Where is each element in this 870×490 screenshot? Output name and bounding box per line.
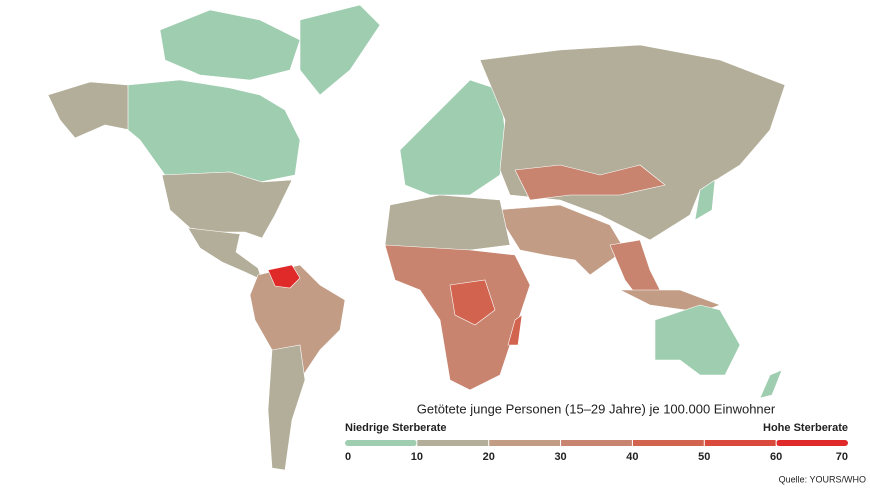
- canada: [127, 79, 301, 183]
- legend-segment: [704, 440, 777, 446]
- africa-central: [384, 244, 531, 391]
- legend-tick-label: 50: [698, 451, 710, 463]
- greenland: [299, 4, 381, 96]
- legend: Getötete junge Personen (15–29 Jahre) je…: [345, 401, 848, 463]
- legend-tick-label: 60: [770, 451, 782, 463]
- source: Quelle: YOURS/WHO: [779, 474, 866, 484]
- southern-cone: [267, 344, 306, 471]
- australia: [654, 304, 741, 376]
- europe: [399, 79, 506, 196]
- legend-tick-label: 30: [554, 451, 566, 463]
- legend-tick-label: 20: [483, 451, 495, 463]
- world-map: [47, 4, 786, 471]
- middle-east-india: [494, 204, 626, 276]
- legend-tick-label: 40: [626, 451, 638, 463]
- usa: [161, 171, 293, 239]
- mexico-central-america: [187, 227, 263, 281]
- madagascar: [507, 314, 523, 346]
- legend-tick-label: 0: [345, 451, 351, 463]
- legend-segment: [345, 440, 417, 446]
- legend-segment: [488, 440, 561, 446]
- new-zealand: [759, 369, 783, 399]
- legend-segment: [632, 440, 705, 446]
- legend-segment: [416, 440, 489, 446]
- legend-segment: [560, 440, 633, 446]
- alaska: [47, 81, 131, 139]
- legend-high-label: Hohe Sterberate: [763, 422, 848, 434]
- venezuela: [267, 264, 301, 289]
- arctic-islands: [159, 9, 301, 81]
- legend-title: Getötete junge Personen (15–29 Jahre) je…: [417, 401, 776, 416]
- legend-low-label: Niedrige Sterberate: [345, 422, 446, 434]
- africa-north: [384, 194, 511, 251]
- japan: [694, 179, 716, 221]
- legend-segment: [776, 440, 848, 446]
- central-asia: [514, 164, 666, 201]
- legend-tick-label: 10: [411, 451, 423, 463]
- congo: [449, 279, 496, 326]
- legend-tick-label: 70: [836, 451, 848, 463]
